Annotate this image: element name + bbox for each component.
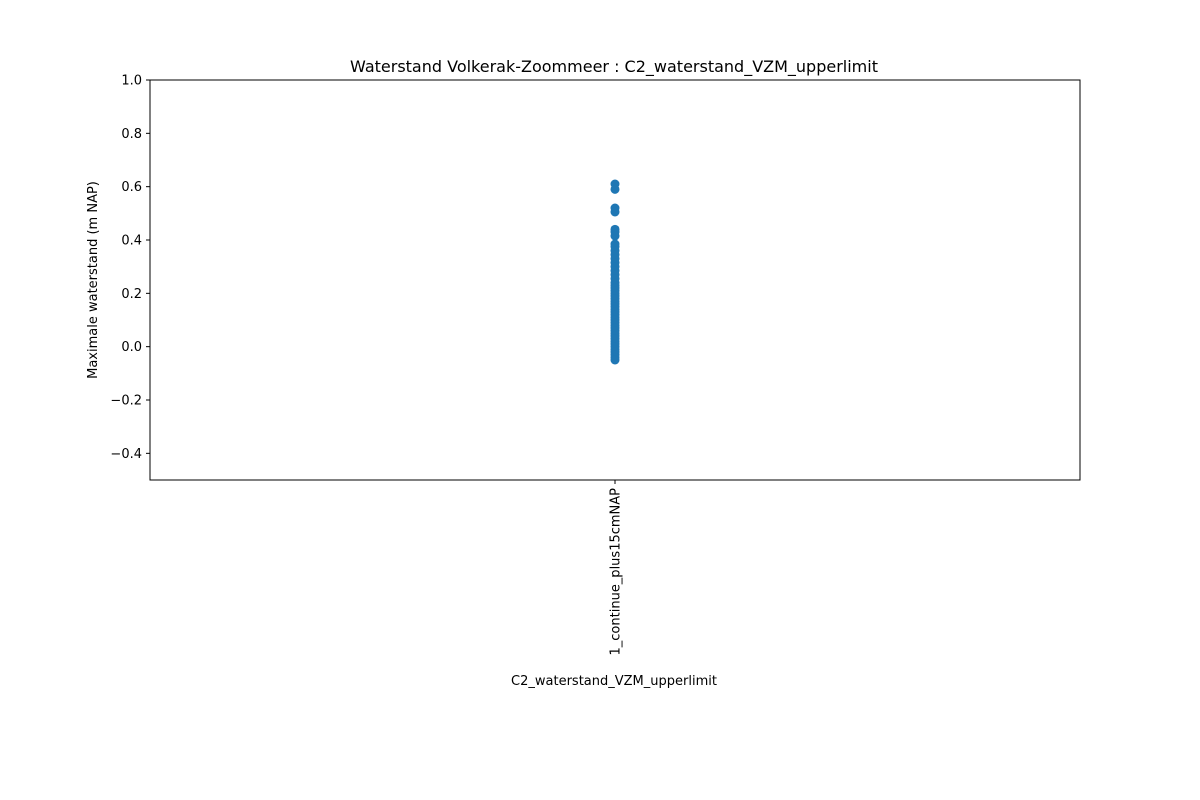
x-tick-label: 1_continue_plus15cmNAP <box>609 488 624 656</box>
x-axis-label: C2_waterstand_VZM_upperlimit <box>511 674 717 689</box>
y-tick-label: 1.0 <box>121 74 142 89</box>
y-tick-label: −0.2 <box>110 394 142 409</box>
chart-title: Waterstand Volkerak-Zoommeer : C2_waters… <box>350 57 878 77</box>
data-point <box>610 355 620 365</box>
y-tick-label: 0.8 <box>121 127 142 142</box>
data-point <box>610 184 620 194</box>
y-tick-label: 0.4 <box>121 234 142 249</box>
y-axis: −0.4 −0.2 0.0 0.2 0.4 0.6 0.8 1.0 <box>110 74 150 462</box>
y-tick-label: 0.2 <box>121 287 142 302</box>
y-tick-label: −0.4 <box>110 447 142 462</box>
y-tick-label: 0.0 <box>121 340 142 355</box>
y-tick-label: 0.6 <box>121 180 142 195</box>
data-point <box>610 231 620 241</box>
data-points <box>610 179 620 365</box>
x-axis: 1_continue_plus15cmNAP <box>609 480 624 655</box>
y-axis-label: Maximale waterstand (m NAP) <box>86 181 101 379</box>
data-point <box>610 207 620 217</box>
plot-area-frame <box>149 79 1081 481</box>
